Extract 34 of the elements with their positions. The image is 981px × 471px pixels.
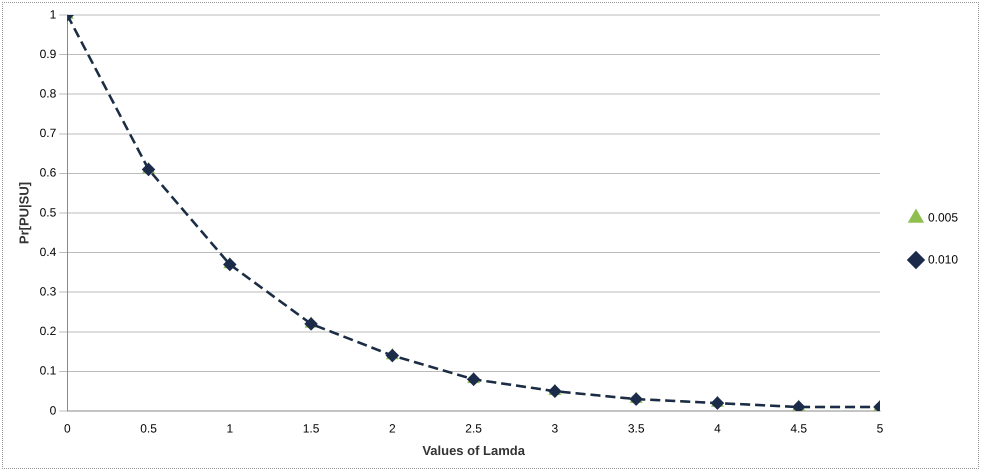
x-tick-label: 3 (552, 422, 559, 436)
y-tick-label: 0.3 (40, 284, 57, 299)
y-tick-label: 0 (50, 403, 57, 418)
y-tick-label: 0.1 (40, 364, 57, 378)
x-tick-label: 5 (876, 422, 884, 436)
x-tick-label: 1 (226, 422, 234, 436)
y-tick-label: 0.9 (40, 46, 57, 61)
x-tick-label: 2.5 (465, 422, 482, 436)
x-tick-label: 1.5 (302, 422, 320, 436)
y-tick-label: 0.8 (40, 86, 57, 101)
x-tick-label: 3.5 (628, 422, 645, 436)
point (711, 396, 724, 410)
x-axis-title: Values of Lamda (422, 442, 526, 458)
y-tick-label: 0.6 (40, 166, 57, 180)
x-tick-label: 4.5 (790, 422, 808, 436)
legend-label: 0.005 (928, 210, 958, 224)
point (224, 258, 236, 271)
y-tick-label: 1 (50, 7, 57, 22)
x-tick-label: 0.5 (140, 422, 158, 436)
point (630, 392, 642, 406)
y-axis-title: Pr[PU|SU] (16, 182, 32, 244)
y-tick-label: 0.2 (40, 324, 57, 338)
point (386, 349, 399, 362)
point (467, 373, 480, 386)
point (304, 318, 318, 330)
y-tick-label: 0.5 (40, 205, 57, 220)
x-tick-label: 4 (714, 422, 722, 436)
x-tick-label: 0 (64, 422, 71, 436)
legend-label: 0.010 (928, 252, 958, 266)
y-tick-label: 0.7 (40, 126, 57, 140)
point (548, 384, 562, 398)
point (142, 163, 155, 176)
y-tick-label: 0.4 (40, 244, 57, 259)
x-tick-label: 2 (389, 422, 396, 436)
